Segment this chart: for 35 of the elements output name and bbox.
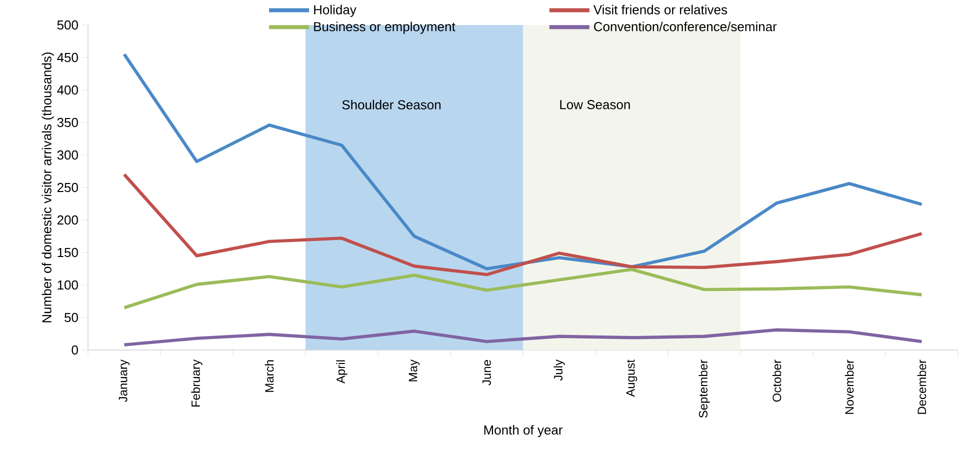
y-tick-label: 50 (64, 312, 78, 322)
legend-label: Visit friends or relatives (593, 4, 728, 14)
y-tick-label: 0 (72, 345, 78, 355)
y-tick-label: 200 (57, 215, 78, 225)
y-tick-label: 300 (57, 150, 78, 160)
y-tick-label: 100 (58, 280, 78, 290)
x-tick-label: January (118, 360, 130, 402)
x-tick-label: February (191, 360, 202, 407)
legend-label: Business or employment (314, 22, 456, 34)
y-tick-label: 250 (57, 182, 78, 192)
band-label: Low Season (560, 100, 630, 110)
x-axis-title: Month of year (484, 425, 563, 438)
legend-label: Convention/conference/seminar (594, 22, 777, 32)
x-tick-label: March (264, 360, 274, 392)
x-tick-label: August (626, 360, 638, 397)
band-label: Shoulder Season (342, 100, 441, 110)
x-tick-label: July (554, 360, 565, 381)
y-tick-label: 150 (58, 248, 78, 258)
y-tick-label: 450 (57, 52, 78, 62)
x-tick-label: April (336, 360, 348, 384)
x-tick-label: November (844, 360, 854, 414)
line-series (122, 328, 924, 346)
y-tick-label: 500 (57, 20, 78, 30)
y-tick-label: 400 (57, 85, 78, 95)
x-tick-label: September (698, 360, 710, 418)
line-series (122, 52, 924, 270)
line-series (122, 172, 924, 276)
x-tick-label: December (917, 360, 926, 414)
line-series (122, 268, 924, 310)
legend-label: Holiday (314, 4, 356, 17)
y-axis-title: Number of domestic visitor arrivals (thousands) (42, 52, 54, 322)
x-tick-label: June (482, 360, 491, 386)
y-tick-label: 350 (57, 118, 78, 128)
x-tick-label: October (772, 360, 782, 402)
x-tick-label: May (408, 360, 420, 382)
